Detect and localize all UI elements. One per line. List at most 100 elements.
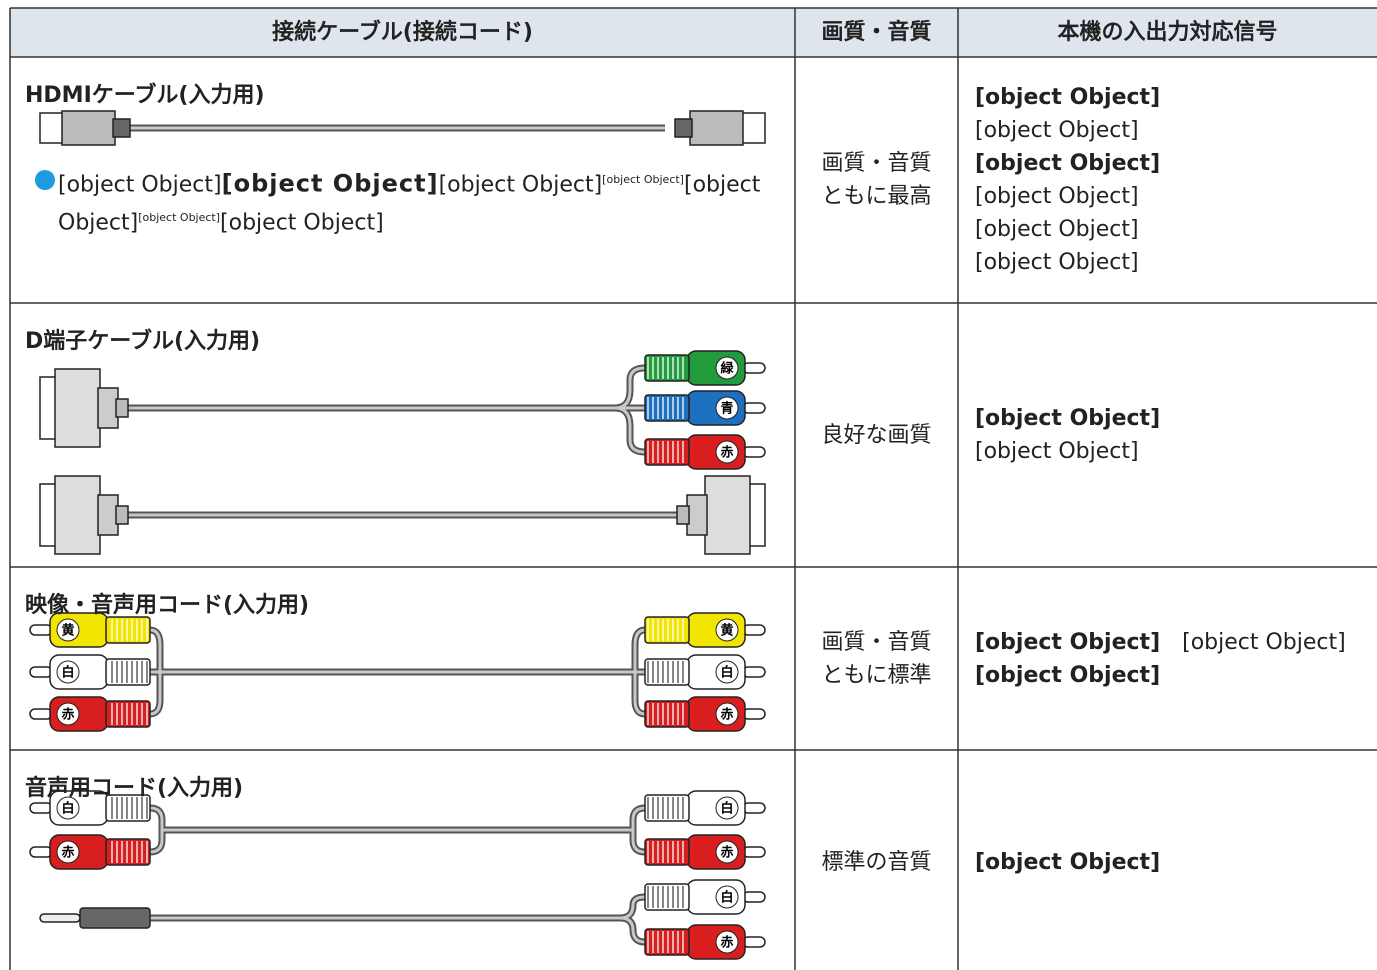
signal-text: [object Object] [975, 184, 1139, 209]
header-bg [10, 8, 1377, 57]
signals: [object Object] [object Object] [object Ob… [975, 57, 1375, 303]
plug-label: 赤 [720, 935, 733, 951]
quality-line: 標準の音質 [821, 849, 932, 875]
quality: 画質・音質ともに標準 [795, 567, 958, 750]
connector [115, 398, 129, 418]
cable-core [128, 366, 646, 454]
note-text: [object Object] [602, 173, 684, 186]
note: [object Object][object Object][object Ob… [58, 163, 793, 240]
signal-text: [object Object] [975, 849, 1161, 875]
connector [54, 475, 101, 555]
plug-badge [715, 885, 739, 909]
quality: 標準の音質 [795, 750, 958, 970]
plug-part [742, 666, 766, 678]
plug-badge [56, 702, 80, 726]
cable-name: D端子ケーブル(入力用) [25, 329, 261, 354]
signal-line: [object Object] [975, 246, 1375, 279]
mini-plug-body [79, 907, 151, 929]
plug-label: 白 [720, 890, 733, 906]
cable-core [150, 895, 646, 944]
plug-badge [56, 660, 80, 684]
plug-label: 青 [720, 401, 733, 417]
signals: [object Object] [975, 750, 1375, 970]
connector [689, 110, 744, 146]
plug-badge [715, 840, 739, 864]
plug-label: 赤 [720, 445, 733, 461]
signal-line: [object Object] [975, 147, 1375, 180]
signal-line: [object Object] [975, 659, 1375, 692]
plug-badge [715, 356, 739, 380]
plug-label: 黄 [720, 623, 733, 639]
connector [676, 505, 690, 525]
connector [686, 494, 708, 536]
mini-plug-tip [39, 913, 81, 923]
plug-part [742, 802, 766, 814]
plug-badge [715, 796, 739, 820]
plug-part [742, 446, 766, 458]
header-cell: 本機の入出力対応信号 [1057, 20, 1278, 45]
cable-name: 映像・音声用コード(入力用) [25, 593, 310, 618]
note-text: [object Object] [220, 210, 384, 236]
plug-label: 赤 [61, 845, 74, 861]
plug-badge [715, 660, 739, 684]
plug-label: 白 [720, 801, 733, 817]
connector [112, 118, 131, 138]
signal-line: [object Object] [975, 846, 1375, 879]
plug-label: 赤 [720, 845, 733, 861]
quality-line: 画質・音質 [821, 629, 932, 655]
plug-part [29, 708, 53, 720]
signal-text: [object Object] [975, 151, 1161, 176]
signal-text: [object Object] [975, 439, 1139, 464]
signal-line: [object Object] [975, 213, 1375, 246]
signal-text: [object Object] [975, 629, 1161, 655]
signals: [object Object] [object Object] [975, 303, 1375, 567]
plug-badge [715, 618, 739, 642]
plug-part [29, 802, 53, 814]
connector [97, 494, 119, 536]
plug-badge [715, 702, 739, 726]
quality: 良好な画質 [795, 303, 958, 567]
signal-line: [object Object] [975, 435, 1375, 468]
quality-line: 画質・音質 [821, 151, 932, 176]
quality-line: ともに標準 [821, 662, 932, 688]
quality: 画質・音質ともに最高 [795, 57, 958, 303]
quality-line: ともに最高 [821, 184, 932, 209]
cable-name: 音声用コード(入力用) [25, 776, 244, 801]
signal-text: [object Object] [975, 406, 1161, 431]
signal-line: [object Object] [975, 114, 1375, 147]
plug-part [742, 891, 766, 903]
plug-part [742, 846, 766, 858]
connector [97, 387, 119, 429]
plug-label: 白 [61, 801, 74, 817]
plug-part [742, 708, 766, 720]
plug-badge [56, 796, 80, 820]
plug-part [742, 362, 766, 374]
note-text: [object Object] [58, 172, 761, 236]
cable [128, 364, 646, 456]
signal-text: [object Object] [975, 217, 1139, 242]
connector [739, 112, 766, 144]
note-text: [object Object] [138, 211, 221, 225]
plug-part [742, 936, 766, 948]
plug-badge [715, 930, 739, 954]
plug-label: 赤 [720, 707, 733, 723]
header-cell: 画質・音質 [821, 20, 932, 45]
plug-label: 緑 [720, 361, 734, 377]
plug-part [29, 624, 53, 636]
connector [115, 505, 129, 525]
signal-text: [object Object] [1182, 629, 1346, 655]
plug-label: 黄 [61, 623, 74, 639]
plug-badge [56, 840, 80, 864]
quality-line: 良好な画質 [821, 422, 932, 448]
plug-badge [715, 440, 739, 464]
plug-part [742, 402, 766, 414]
cable-core [149, 628, 646, 716]
plug-label: 赤 [61, 707, 74, 723]
connector [61, 110, 116, 146]
connector [704, 475, 751, 555]
cable-core [149, 806, 646, 854]
hdmi-logo: [object Object] [221, 169, 439, 198]
signal-line: [object Object] [object Object] [975, 626, 1375, 659]
